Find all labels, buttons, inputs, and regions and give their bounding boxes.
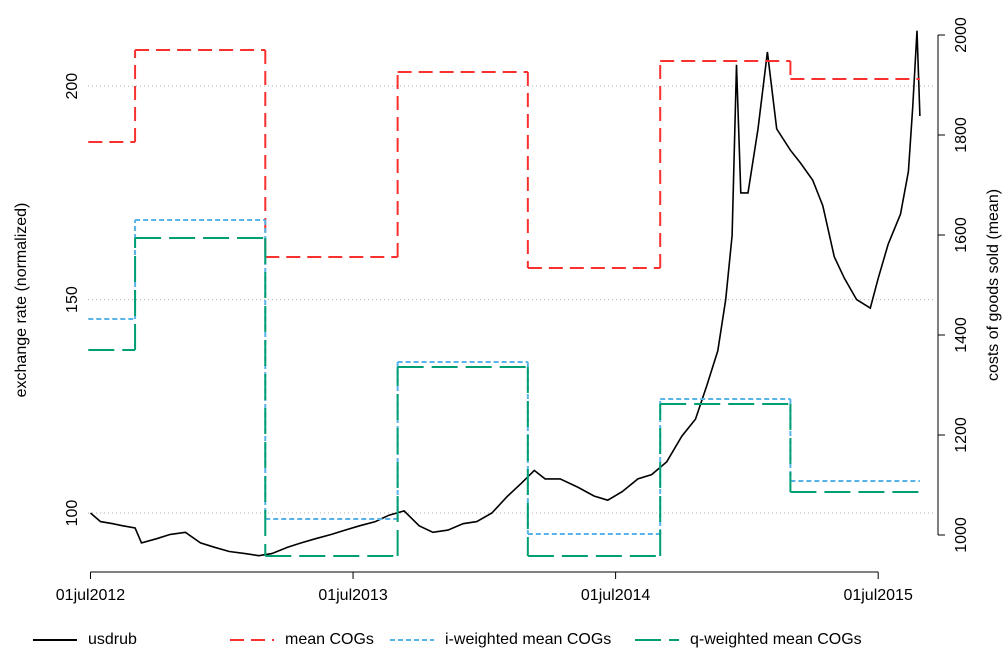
y2-tick-label: 2000 xyxy=(953,17,970,53)
y-tick-label: 150 xyxy=(64,286,81,313)
x-tick-label: 01jul2014 xyxy=(581,587,651,604)
y-axis-label: exchange rate (normalized) xyxy=(13,203,30,398)
legend-label: mean COGs xyxy=(285,631,374,648)
y2-tick-label: 1600 xyxy=(953,217,970,253)
x-tick-label: 01jul2013 xyxy=(318,587,388,604)
legend-label: i-weighted mean COGs xyxy=(445,631,611,648)
y2-tick-label: 1800 xyxy=(953,117,970,153)
y2-tick-label: 1200 xyxy=(953,417,970,453)
line xyxy=(89,30,921,557)
legend-label: usdrub xyxy=(88,631,137,648)
y2-tick-label: 1400 xyxy=(953,317,970,353)
y-tick-label: 100 xyxy=(64,500,81,527)
x-tick-label: 01jul2015 xyxy=(843,587,913,604)
x-tick-label: 01jul2012 xyxy=(56,587,126,604)
legend-label: q-weighted mean COGs xyxy=(690,631,862,648)
y2-tick-label: 1000 xyxy=(953,517,970,553)
y-tick-label: 200 xyxy=(64,73,81,100)
y2-axis-label: costs of goods sold (mean) xyxy=(985,189,1002,381)
